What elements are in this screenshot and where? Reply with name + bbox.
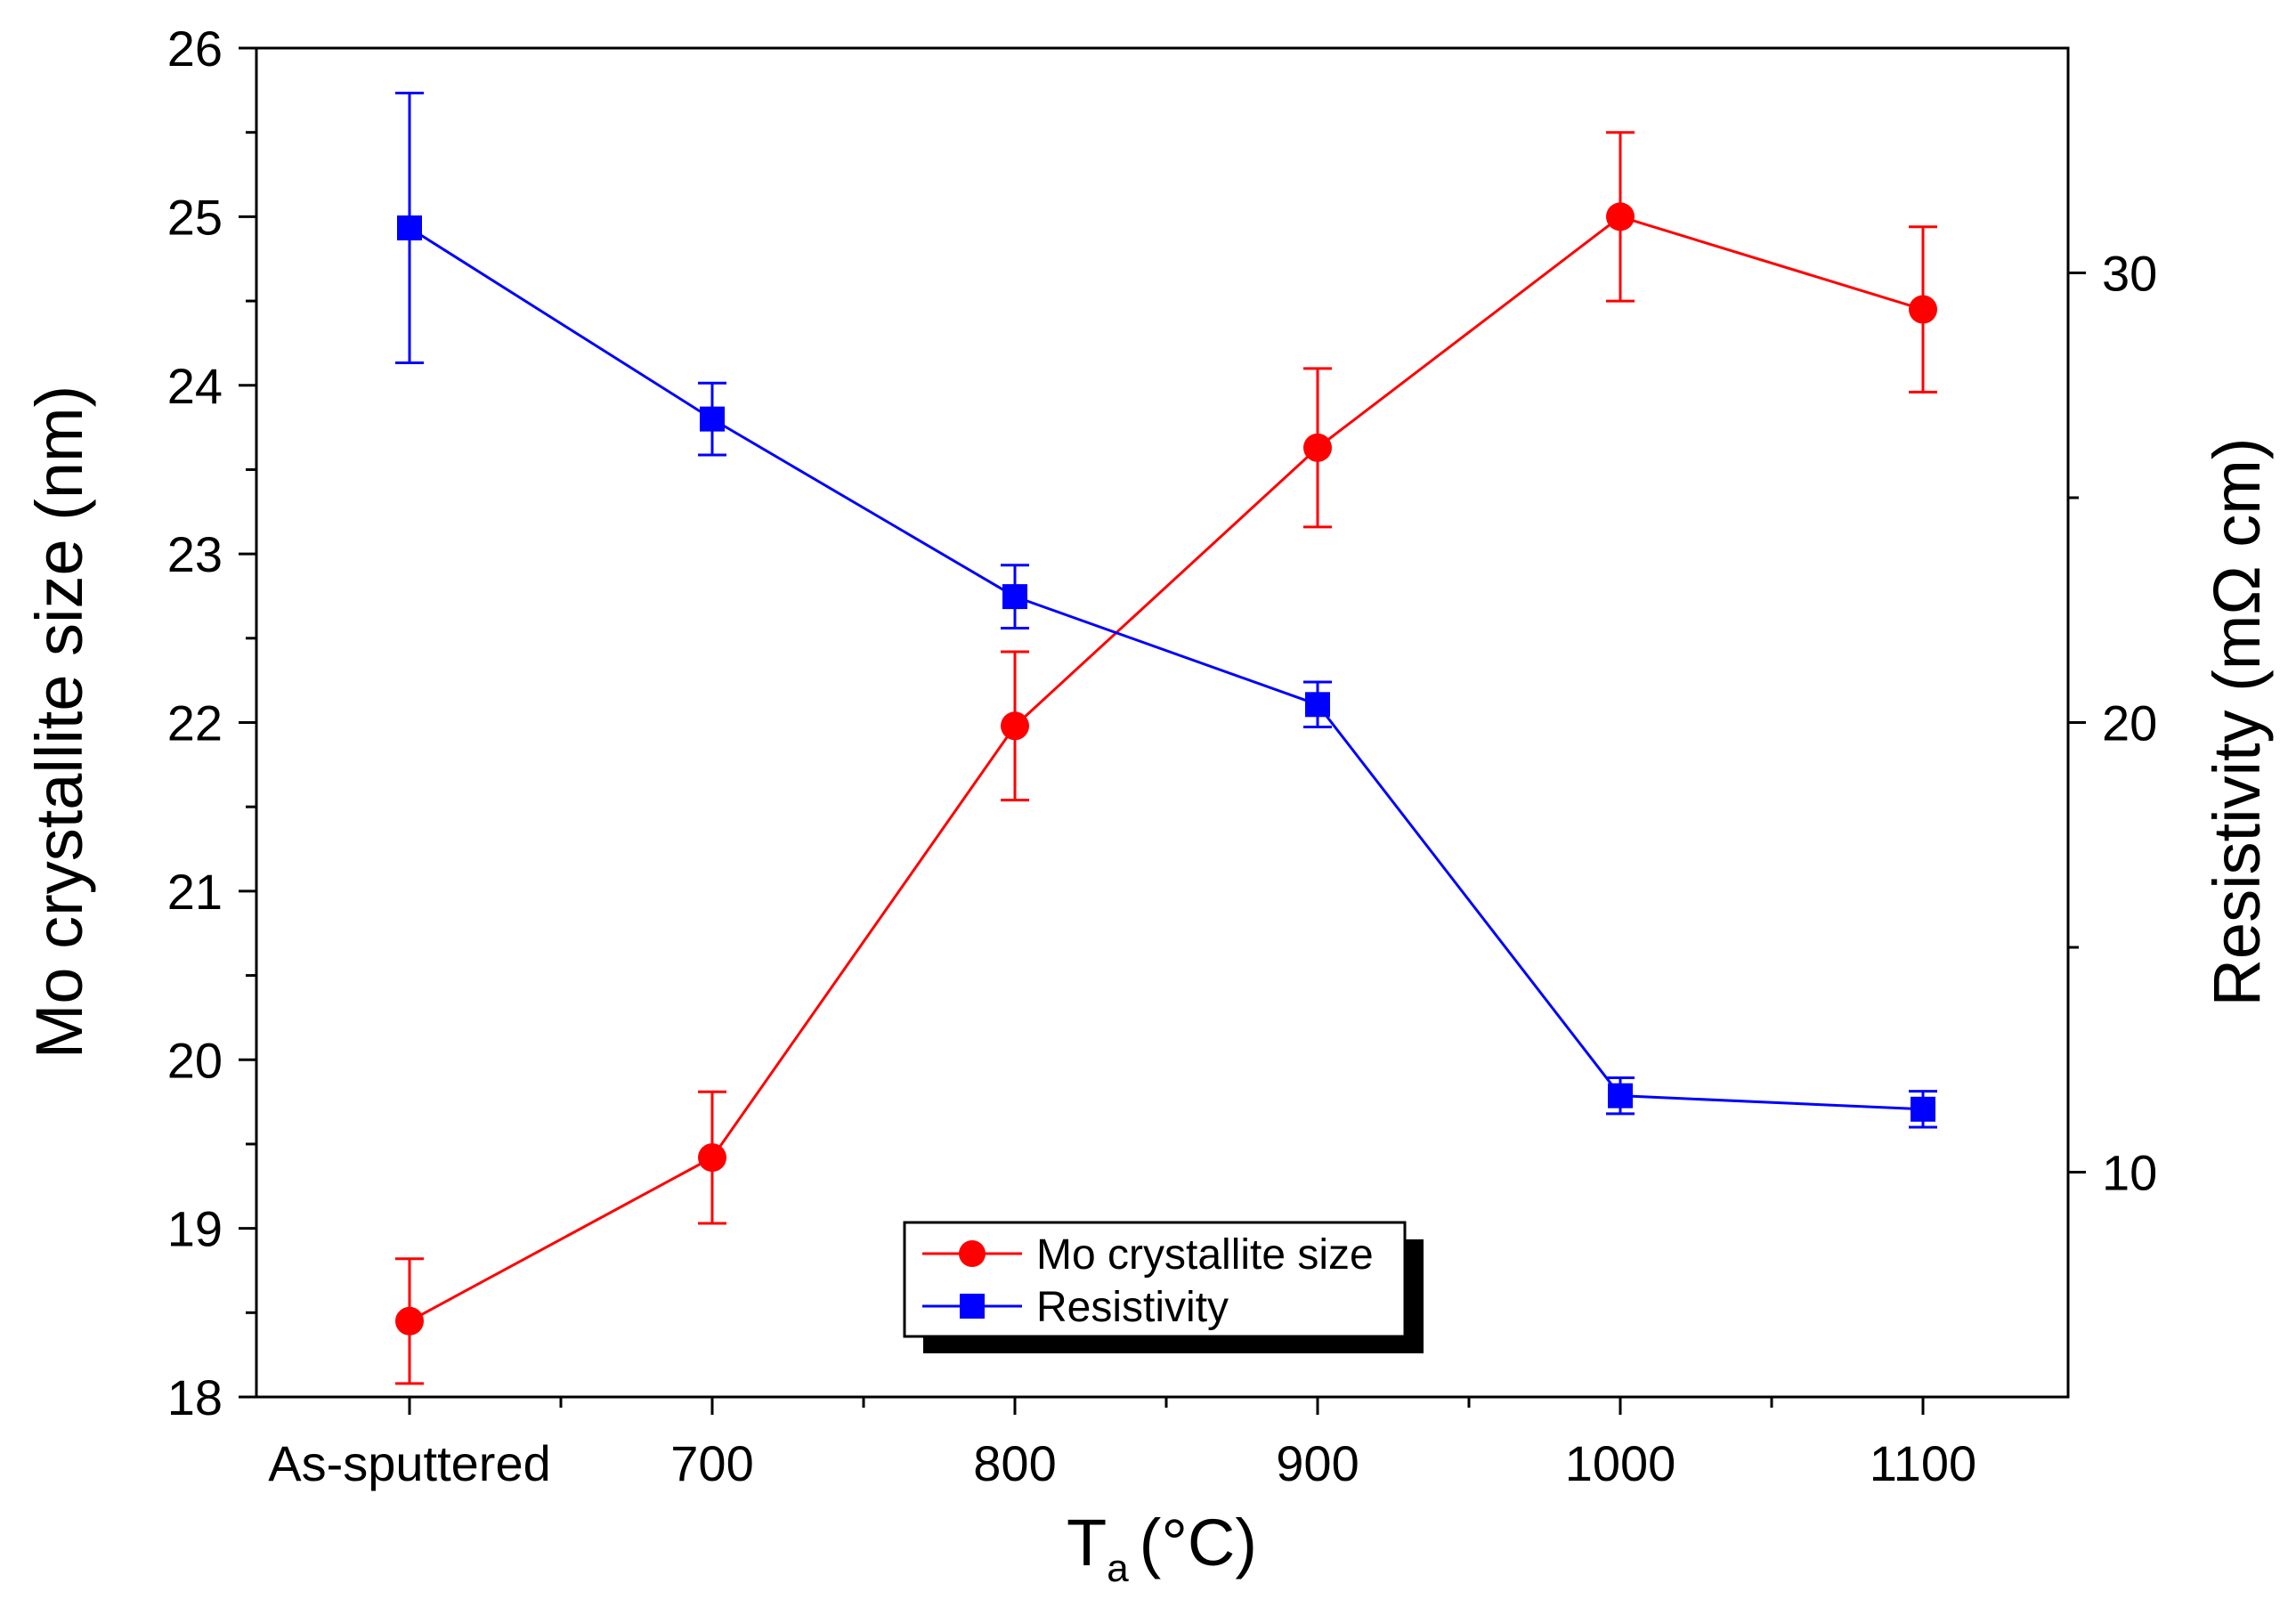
x-tick-label: 1000 bbox=[1565, 1435, 1676, 1491]
legend: Mo crystallite size Resistivity bbox=[903, 1221, 1424, 1353]
y-tick-label: 26 bbox=[167, 20, 223, 77]
data-point-crystallite bbox=[1606, 202, 1635, 231]
series-line-crystallite bbox=[409, 215, 1924, 1323]
x-tick-label: 900 bbox=[1276, 1435, 1359, 1491]
legend-marker-crystallite bbox=[959, 1240, 986, 1267]
data-point-resistivity bbox=[1305, 692, 1330, 718]
x-tick-label: 700 bbox=[670, 1435, 753, 1491]
x-tick-label: 800 bbox=[973, 1435, 1056, 1491]
legend-label-crystallite: Mo crystallite size bbox=[1036, 1231, 1374, 1279]
y-tick-label: 24 bbox=[167, 358, 223, 414]
data-point-resistivity bbox=[397, 215, 422, 240]
x-axis: As-sputtered 700 800 900 1000 1100 bbox=[268, 1397, 1976, 1491]
y2-axis-title: Resistivity (mΩ cm) bbox=[2200, 437, 2274, 1006]
legend-entry-crystallite: Mo crystallite size bbox=[922, 1231, 1374, 1279]
data-point-resistivity bbox=[1911, 1096, 1935, 1122]
legend-marker-resistivity bbox=[960, 1294, 985, 1319]
x-axis-title-main: T bbox=[1067, 1506, 1107, 1579]
data-point-crystallite bbox=[1001, 711, 1029, 741]
data-point-crystallite bbox=[395, 1306, 424, 1336]
data-point-resistivity bbox=[1608, 1083, 1633, 1108]
y-tick-label: 23 bbox=[167, 526, 223, 582]
y-tick-label: 21 bbox=[167, 864, 223, 920]
x-axis-title-subscript: a bbox=[1107, 1547, 1129, 1590]
y-tick-label: 18 bbox=[167, 1369, 223, 1425]
data-markers bbox=[395, 202, 1937, 1336]
data-point-crystallite bbox=[1909, 295, 1937, 324]
data-point-resistivity bbox=[1002, 584, 1027, 610]
right-y-axis: 10 20 30 bbox=[2068, 246, 2157, 1201]
data-point-resistivity bbox=[700, 406, 725, 432]
y2-tick-label: 20 bbox=[2102, 695, 2157, 751]
legend-entry-resistivity: Resistivity bbox=[922, 1284, 1229, 1331]
y2-tick-label: 10 bbox=[2102, 1145, 2157, 1201]
y-tick-label: 19 bbox=[167, 1201, 223, 1257]
left-y-axis: 18 19 20 21 22 23 24 25 26 bbox=[167, 20, 256, 1425]
data-point-crystallite bbox=[1303, 433, 1332, 462]
legend-label-resistivity: Resistivity bbox=[1036, 1284, 1229, 1331]
plot-frame bbox=[255, 46, 2070, 1399]
error-bars bbox=[395, 92, 1937, 1385]
y-tick-label: 25 bbox=[167, 189, 223, 245]
data-point-crystallite bbox=[698, 1143, 726, 1173]
x-tick-label: 1100 bbox=[1870, 1435, 1976, 1491]
x-tick-label: As-sputtered bbox=[268, 1435, 551, 1491]
x-axis-title-unit: (°C) bbox=[1140, 1506, 1257, 1579]
series-lines bbox=[409, 215, 1924, 1323]
y2-tick-label: 30 bbox=[2102, 246, 2157, 302]
series-line-resistivity bbox=[409, 226, 1924, 1111]
y-tick-label: 22 bbox=[167, 695, 223, 751]
plot-area bbox=[255, 46, 2070, 1399]
legend-box bbox=[903, 1221, 1407, 1338]
y-tick-label: 20 bbox=[167, 1032, 223, 1088]
x-axis-title: Ta (°C) bbox=[1067, 1506, 1257, 1590]
y-axis-title: Mo crystallite size (nm) bbox=[22, 386, 96, 1060]
